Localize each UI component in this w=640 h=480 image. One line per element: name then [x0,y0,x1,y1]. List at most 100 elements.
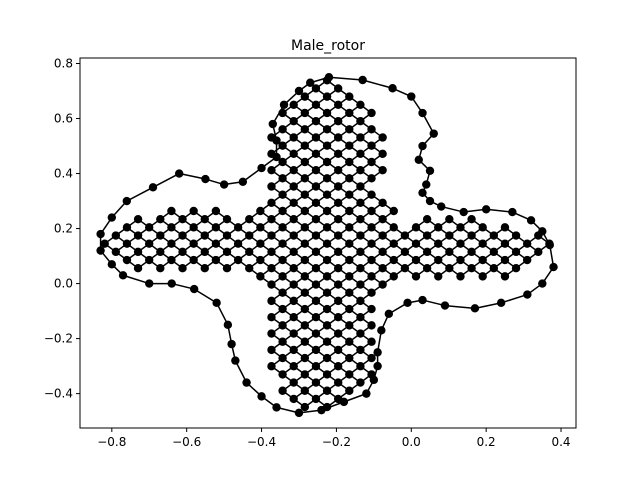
mesh-node [345,141,354,150]
mesh-node [300,321,310,330]
mesh-node [300,174,310,183]
mesh-node [467,231,476,240]
mesh-node [345,108,354,118]
mesh-node [289,263,298,273]
mesh-node [178,247,187,257]
mesh-node [233,255,243,265]
x-axis: −0.8 −0.6 −0.4 −0.2 0.0 0.2 0.4 [97,428,571,449]
mesh-node [523,290,532,299]
mesh-edge [444,304,475,310]
mesh-node [294,86,304,96]
mesh-node [242,378,251,387]
mesh-node [534,247,543,257]
mesh-node [434,239,443,248]
mesh-node [437,202,446,211]
mesh-node [189,255,198,265]
mesh-node [467,214,476,224]
mesh-node [256,239,265,248]
mesh-node [289,182,298,191]
mesh-node [378,133,387,142]
mesh-node [289,313,298,322]
mesh-node [434,223,443,232]
mesh-node [245,263,254,273]
mesh-node [322,92,332,101]
y-tick-label: 0.6 [54,112,73,126]
mesh-node [496,298,506,308]
mesh-node [333,247,343,257]
mesh-node [500,239,510,248]
mesh-node [278,239,287,248]
mesh-node [389,272,398,281]
mesh-node [133,247,143,257]
mesh-node [289,100,298,110]
mesh-node [356,100,365,110]
mesh-node [267,345,276,355]
mesh-node [400,247,410,257]
mesh-edge [179,172,206,180]
mesh-node [289,165,298,175]
mesh-node [373,361,382,371]
y-tick-label: 0.0 [54,277,73,291]
mesh-node [389,239,398,248]
mesh-node [400,263,410,273]
mesh-node [107,213,117,222]
mesh-node [311,231,321,240]
mesh-node [367,108,376,118]
mesh-node [223,320,233,330]
mesh-node [278,190,287,199]
mesh-node [425,166,435,175]
mesh-node [445,247,454,257]
mesh-node [367,141,376,150]
mesh-node [429,129,438,138]
mesh-node [489,247,499,257]
mesh-node [489,231,499,240]
mesh-node [418,108,427,118]
mesh-node [459,207,468,217]
mesh-node [278,288,287,297]
mesh-node [227,339,236,349]
mesh-node [356,198,365,208]
mesh-node [267,329,276,338]
mesh-node [311,313,321,322]
mesh-node [322,255,332,265]
mesh-node [356,231,365,240]
mesh-node [445,231,454,240]
mesh-node [500,255,510,265]
mesh-node [311,133,321,142]
mesh-node [322,321,332,330]
mesh-node [333,345,343,355]
mesh-node [111,247,121,257]
mesh-node [133,214,143,224]
mesh-node [300,125,310,134]
mesh-node [278,223,287,232]
mesh-node [300,108,310,118]
mesh-node [122,255,132,265]
mesh-edge [362,79,393,89]
mesh-node [467,263,476,273]
mesh-node [212,298,221,308]
mesh-node [144,223,154,232]
mesh-node [317,405,326,415]
mesh-node [384,309,394,319]
mesh-node [167,255,176,265]
mesh-node [322,288,332,297]
mesh-node [200,247,209,257]
mesh-node [272,136,281,145]
mesh-node [445,214,454,224]
y-tick-label: −0.2 [44,332,73,346]
mesh-node [278,141,287,150]
mesh-node [333,214,343,224]
mesh-node [367,304,376,314]
mesh-node [481,205,491,214]
mesh-node [178,263,187,273]
mesh-node [418,141,427,151]
mesh-node [311,100,321,110]
mesh-edge [474,302,502,310]
mesh-node [322,223,332,232]
mesh-node [322,272,332,281]
mesh-node [345,190,354,199]
mesh-node [356,378,365,387]
mesh-node [278,272,287,281]
mesh-node [356,214,365,224]
